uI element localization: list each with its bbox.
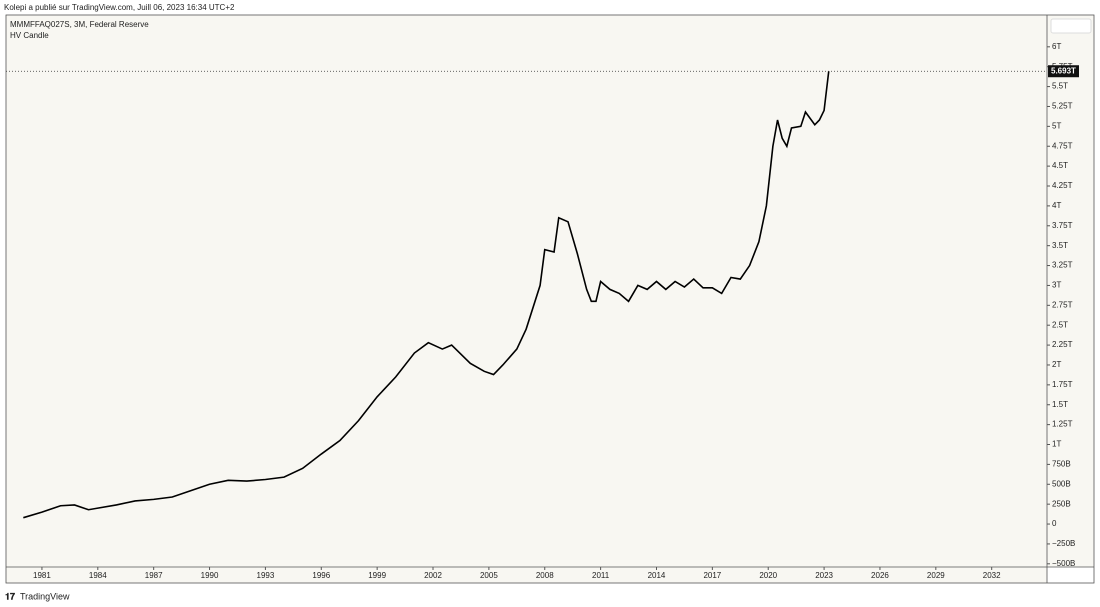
- x-tick-label: 1996: [312, 571, 330, 580]
- y-tick-label: 1.5T: [1052, 400, 1068, 409]
- x-tick-label: 2017: [703, 571, 721, 580]
- y-tick-label: 1.25T: [1052, 420, 1073, 429]
- x-tick-label: 1987: [145, 571, 163, 580]
- y-tick-label: 4.25T: [1052, 181, 1073, 190]
- y-tick-label: −500B: [1052, 559, 1075, 568]
- x-tick-label: 1981: [33, 571, 51, 580]
- y-tick-label: 1T: [1052, 440, 1061, 449]
- y-tick-label: 250B: [1052, 499, 1071, 508]
- x-tick-label: 1993: [257, 571, 275, 580]
- chart-title: MMMFFAQ027S, 3M, Federal Reserve: [10, 20, 149, 29]
- y-axis-panel: [1047, 15, 1094, 567]
- x-axis-panel: [6, 567, 1047, 583]
- y-tick-label: 4T: [1052, 201, 1061, 210]
- y-tick-label: 4.5T: [1052, 161, 1068, 170]
- x-tick-label: 2005: [480, 571, 498, 580]
- plot-background: [6, 15, 1047, 567]
- x-tick-label: 1984: [89, 571, 107, 580]
- y-tick-label: 4.75T: [1052, 141, 1073, 150]
- y-tick-label: 3T: [1052, 281, 1061, 290]
- settings-box[interactable]: [1050, 18, 1092, 34]
- frame: [5, 14, 1095, 584]
- y-tick-label: 5.25T: [1052, 102, 1073, 111]
- x-tick-label: 2023: [815, 571, 833, 580]
- logo: 𝟏𝟕: [5, 591, 15, 601]
- chart-subtitle: HV Candle: [10, 31, 49, 40]
- y-tick-label: 2T: [1052, 360, 1061, 369]
- x-tick-label: 2011: [592, 571, 610, 580]
- x-tick-label: 2002: [424, 571, 442, 580]
- x-tick-label: 2029: [927, 571, 945, 580]
- y-tick-label: 5.5T: [1052, 82, 1068, 91]
- y-tick-label: 0: [1052, 519, 1057, 528]
- x-tick-label: 2032: [983, 571, 1001, 580]
- y-tick-label: 3.5T: [1052, 241, 1068, 250]
- price-label-box: [1048, 65, 1079, 78]
- y-tick-label: 1.75T: [1052, 380, 1073, 389]
- x-tick-label: 1990: [201, 571, 219, 580]
- y-tick-label: 750B: [1052, 460, 1071, 469]
- x-tick-label: 2026: [871, 571, 889, 580]
- y-tick-label: −250B: [1052, 539, 1075, 548]
- x-tick-label: 2008: [536, 571, 554, 580]
- price-label: 5.693T: [1051, 66, 1076, 75]
- y-tick-label: 3.25T: [1052, 261, 1073, 270]
- y-tick-label: 5T: [1052, 121, 1061, 130]
- y-tick-label: 500B: [1052, 479, 1071, 488]
- y-tick-label: 6T: [1052, 42, 1061, 51]
- line: [23, 71, 830, 519]
- y-tick-label: 2.75T: [1052, 300, 1073, 309]
- x-tick-label: 1999: [368, 571, 386, 580]
- x-tick-label: 2014: [648, 571, 666, 580]
- publisher: Kolepi a publié sur TradingView.com, Jui…: [4, 3, 235, 12]
- y-tick-label: 2.5T: [1052, 320, 1068, 329]
- y-tick-label: 2.25T: [1052, 340, 1073, 349]
- x-tick-label: 2020: [759, 571, 777, 580]
- footer: TradingView: [20, 591, 70, 601]
- y-tick-label: 3.75T: [1052, 221, 1073, 230]
